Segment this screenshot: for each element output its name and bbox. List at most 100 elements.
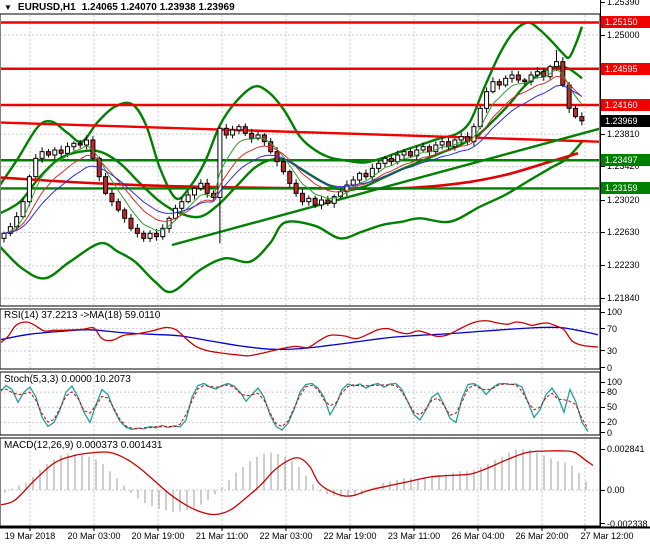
time-label: 22 Mar 03:00	[259, 531, 313, 541]
candle-body	[287, 171, 293, 184]
candle-body	[84, 139, 90, 146]
candle-body	[503, 77, 509, 86]
candle-body	[115, 201, 121, 211]
candle-body	[350, 179, 356, 186]
candle-body	[185, 194, 191, 203]
candle-body	[33, 157, 39, 178]
rsi-scale-label: 30	[607, 346, 618, 356]
stoch-d-line	[1, 383, 589, 430]
candle-body	[141, 232, 147, 239]
macd-signal-line	[1, 450, 594, 516]
candle-body	[446, 141, 451, 148]
bollinger-upper-band	[1, 21, 584, 201]
candle-body	[357, 172, 363, 181]
candle-body	[414, 149, 420, 157]
macd-indicator-label: MACD(12,26,9) 0.000373 0.001431	[4, 440, 163, 451]
candle-body	[45, 151, 51, 156]
ohlc-values: 1.24065 1.24070 1.23938 1.23969	[81, 1, 235, 13]
candle-body	[509, 74, 515, 79]
candle-body	[319, 199, 324, 206]
candle-body	[553, 61, 559, 68]
candle-body	[255, 134, 261, 139]
ascending-support-trendline	[171, 127, 599, 247]
macd-scale-label: -0.002338	[607, 519, 648, 529]
candle-body	[522, 79, 528, 83]
price-tick	[600, 200, 605, 201]
rsi-panel[interactable]	[0, 308, 601, 370]
stoch-scale-tick	[600, 382, 605, 383]
stoch-indicator-label: Stoch(5,3,3) 0.0000 10.2073	[4, 374, 131, 385]
chart-titlebar: ▼ EURUSD,H1 1.24065 1.24070 1.23938 1.23…	[4, 1, 235, 13]
candle-body	[147, 232, 153, 239]
price-label: 1.21840	[607, 293, 640, 303]
red-level-badge: 1.24160	[601, 99, 650, 111]
price-tick	[600, 35, 605, 36]
candle-body	[179, 201, 185, 209]
time-label: 21 Mar 11:00	[195, 531, 249, 541]
candle-body	[388, 157, 394, 163]
candles-group	[1, 50, 585, 244]
candle-body	[363, 172, 369, 178]
macd-plot-group	[1, 449, 599, 516]
candle-body	[65, 146, 70, 154]
descending-resistance-trendline	[1, 121, 599, 143]
candle-body	[515, 74, 521, 81]
candle-body	[217, 127, 223, 198]
price-label: 1.23810	[607, 129, 640, 139]
candle-body	[579, 116, 585, 122]
candle-body	[77, 142, 83, 146]
rsi-scale-tick	[600, 350, 605, 351]
candle-body	[71, 142, 77, 148]
price-tick	[600, 298, 605, 299]
current-price-badge: 1.23969	[601, 115, 650, 127]
candle-body	[312, 197, 318, 206]
stoch-scale-tick	[600, 392, 605, 393]
rsi-line	[1, 320, 599, 357]
candle-body	[242, 126, 248, 134]
candle-body	[230, 129, 236, 136]
candle-body	[20, 201, 26, 218]
stoch-plot-group	[1, 382, 599, 432]
candle-body	[160, 227, 166, 238]
candle-body	[90, 139, 96, 159]
candle-body	[109, 192, 115, 203]
candle-body	[249, 132, 255, 139]
price-label: 1.22230	[607, 260, 640, 270]
macd-panel[interactable]	[0, 437, 601, 527]
rsi-scale-label: 70	[607, 324, 618, 334]
ema-5-line	[3, 69, 583, 234]
candle-body	[1, 232, 7, 239]
price-tick	[600, 166, 605, 167]
stoch-scale-tick	[600, 407, 605, 408]
candle-body	[395, 154, 401, 163]
price-label: 1.22630	[607, 227, 640, 237]
candle-body	[376, 162, 382, 169]
time-label: 20 Mar 03:00	[67, 531, 121, 541]
stoch-scale-label: 100	[607, 377, 623, 387]
candle-body	[490, 81, 496, 93]
time-label: 26 Mar 04:00	[451, 531, 505, 541]
candle-body	[528, 74, 534, 83]
time-label: 20 Mar 19:00	[131, 531, 185, 541]
price-tick	[600, 232, 605, 233]
price-tick	[600, 2, 605, 3]
candle-body	[223, 127, 229, 136]
time-label: 22 Mar 19:00	[323, 531, 377, 541]
candle-body	[52, 149, 58, 156]
chart-dropdown-icon[interactable]: ▼	[4, 2, 12, 12]
candle-body	[560, 61, 566, 86]
green-level-badge: 1.23497	[601, 154, 650, 166]
candle-body	[306, 197, 312, 203]
candle-body	[204, 182, 210, 194]
stoch-scale-label: 0	[607, 428, 613, 438]
candle-body	[458, 136, 464, 141]
ema-14-line	[3, 85, 583, 234]
time-label: 26 Mar 20:00	[515, 531, 569, 541]
candle-body	[236, 126, 242, 131]
candle-body	[134, 227, 140, 234]
candle-body	[382, 157, 388, 164]
stoch-scale-label: 20	[607, 417, 618, 427]
macd-scale-label: 0.002841	[607, 444, 645, 454]
candle-body	[541, 71, 547, 78]
